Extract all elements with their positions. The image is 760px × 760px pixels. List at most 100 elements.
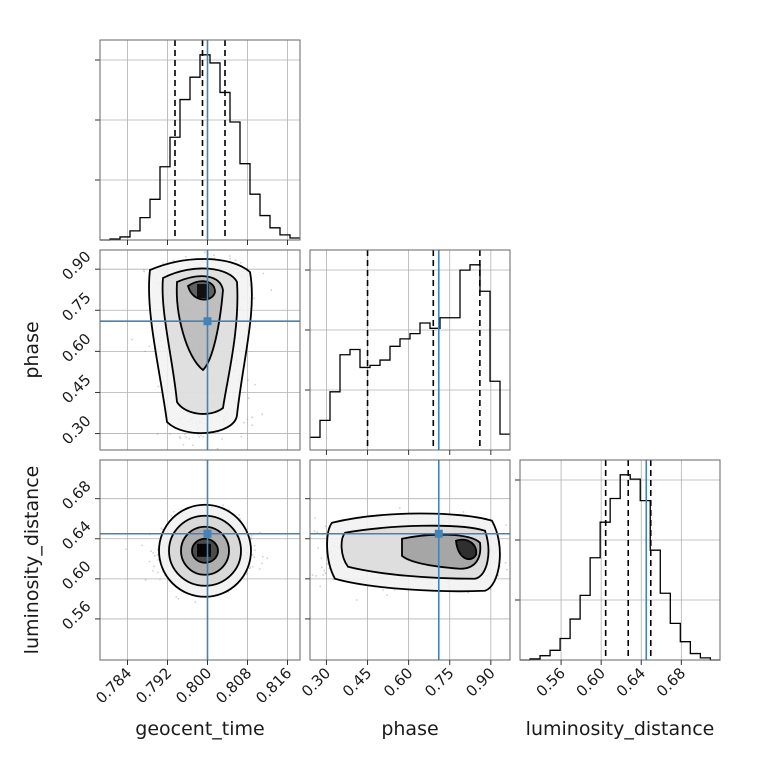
panel-frame	[99, 459, 301, 661]
y-tick-label: 0.60	[58, 330, 94, 366]
sample-point	[239, 517, 242, 520]
sample-point	[245, 573, 248, 575]
sample-point	[313, 530, 316, 533]
sample-point	[467, 591, 470, 594]
histogram-geocent-time	[100, 54, 300, 241]
sample-point	[254, 383, 256, 386]
sample-point	[169, 432, 172, 435]
sample-point	[246, 418, 249, 421]
sample-point	[148, 345, 151, 348]
sample-point	[254, 549, 256, 552]
sample-point	[258, 568, 261, 570]
sample-point	[202, 436, 205, 438]
sample-point	[253, 297, 256, 300]
sample-point	[144, 578, 147, 581]
contour-line-4	[186, 280, 216, 301]
x-tick-label: 0.800	[172, 664, 215, 707]
sample-point	[156, 433, 159, 435]
x-tick-label: 0.75	[421, 664, 457, 700]
sample-point	[178, 435, 181, 438]
joint-panel-geocent-time-vs-phase	[99, 249, 301, 451]
sample-point	[322, 574, 325, 576]
contour-line-2	[340, 524, 490, 580]
x-tick-label: 0.816	[252, 664, 295, 707]
sample-point	[270, 289, 273, 292]
sample-point	[243, 421, 245, 424]
panel-frame	[519, 459, 721, 661]
sample-point	[247, 397, 250, 400]
contour-line-3	[180, 525, 230, 576]
sample-point	[505, 524, 507, 526]
truth-marker	[203, 317, 212, 326]
y-tick-label: 0.56	[58, 597, 94, 633]
x-axis-label-luminosity-distance: luminosity_distance	[526, 718, 715, 740]
sample-point	[160, 527, 163, 530]
sample-point	[323, 569, 326, 572]
sample-point	[316, 531, 319, 534]
sample-point	[197, 433, 200, 436]
sample-point	[177, 597, 180, 600]
sample-point	[157, 558, 160, 561]
x-tick-label: 0.60	[380, 664, 416, 700]
y-tick-label: 0.68	[58, 477, 94, 513]
sample-point	[125, 548, 127, 551]
sample-point	[251, 554, 254, 556]
sample-point	[203, 251, 206, 254]
sample-point	[229, 257, 231, 260]
contour-line-1	[326, 512, 501, 593]
x-tick-label: 0.30	[298, 664, 334, 700]
sample-point	[266, 557, 269, 560]
sample-point	[321, 566, 323, 569]
contour-line-3	[175, 275, 224, 372]
sample-point	[170, 514, 173, 517]
sample-point	[157, 571, 159, 574]
sample-point	[253, 556, 256, 559]
x-tick-label: 0.68	[653, 664, 689, 700]
sample-point	[200, 434, 202, 436]
sample-point	[153, 554, 156, 557]
sample-point	[153, 565, 155, 568]
sample-point	[188, 437, 191, 440]
sample-point	[386, 594, 388, 596]
sample-point	[326, 562, 329, 565]
sample-point	[148, 560, 151, 563]
y-tick-label: 0.75	[58, 289, 94, 325]
sample-point	[150, 550, 152, 552]
sample-point	[157, 385, 160, 388]
sample-point	[238, 514, 241, 516]
sample-point	[228, 255, 231, 257]
sample-point	[319, 585, 322, 588]
sample-point	[249, 566, 252, 568]
sample-point	[261, 562, 263, 565]
sample-point	[317, 547, 320, 549]
sample-point	[152, 552, 155, 554]
sample-point	[240, 435, 243, 438]
sample-point	[382, 589, 384, 591]
sample-point	[314, 517, 316, 519]
marginal-panel-phase	[305, 249, 511, 451]
sample-point	[172, 510, 175, 513]
contour-line-2	[161, 267, 239, 415]
x-axis-label-phase: phase	[381, 718, 438, 740]
y-tick-label: 0.30	[58, 412, 94, 448]
contour-line-4	[455, 538, 478, 561]
y-tick-label: 0.45	[58, 371, 94, 407]
sample-point	[250, 534, 253, 537]
sample-point	[249, 567, 251, 570]
sample-point	[497, 574, 500, 577]
sample-point	[143, 270, 146, 273]
sample-point	[262, 272, 265, 275]
sample-point	[144, 350, 147, 353]
contour-line-1	[158, 503, 252, 598]
sample-point	[506, 568, 508, 571]
sample-point	[183, 433, 186, 435]
sample-point	[251, 424, 254, 427]
panel-frame	[309, 249, 511, 451]
contour-line-2	[168, 514, 242, 587]
sample-point	[234, 259, 237, 261]
x-axis-label-geocent-time: geocent_time	[135, 718, 264, 740]
truth-marker	[203, 529, 212, 538]
sample-point	[142, 268, 145, 271]
sample-point	[179, 437, 182, 440]
